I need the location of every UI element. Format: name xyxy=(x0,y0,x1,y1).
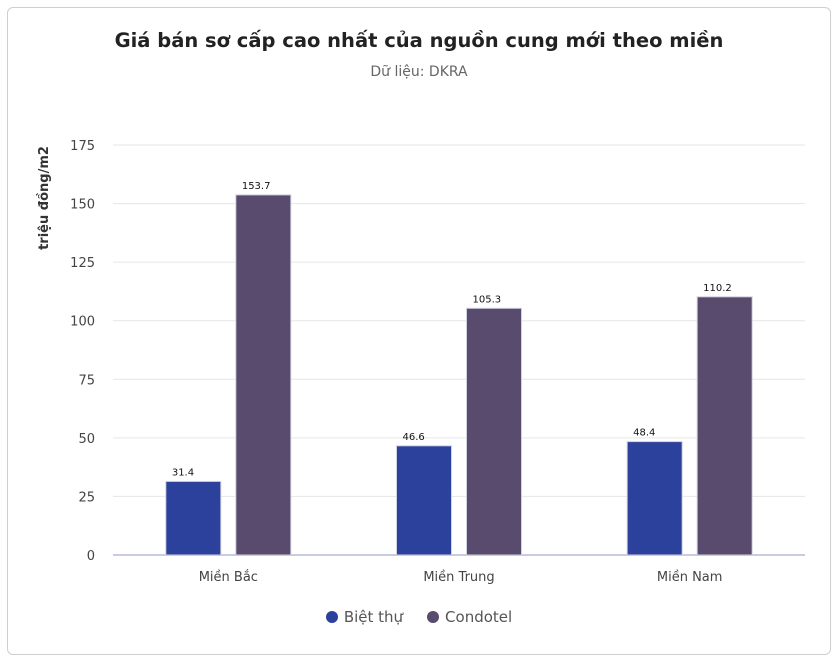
data-label: 110.2 xyxy=(703,283,732,294)
y-tick-label: 75 xyxy=(78,373,95,388)
bar[interactable] xyxy=(396,445,452,556)
bar[interactable] xyxy=(165,480,222,556)
data-label: 31.4 xyxy=(172,467,194,478)
y-axis-label: triệu đồng/m2 xyxy=(37,146,52,250)
legend: Biệt thự Condotel xyxy=(0,608,838,626)
data-label: 48.4 xyxy=(633,428,655,439)
y-tick-label: 0 xyxy=(87,549,95,564)
x-tick-label: Miền Trung xyxy=(423,570,494,585)
y-tick-label: 100 xyxy=(70,315,95,330)
bar[interactable] xyxy=(235,194,292,556)
data-label: 46.6 xyxy=(403,432,425,443)
legend-item[interactable]: Biệt thự xyxy=(325,608,404,626)
legend-marker-icon xyxy=(427,611,440,623)
x-tick-label: Miền Nam xyxy=(657,570,723,585)
data-label: 105.3 xyxy=(473,294,502,305)
x-tick-label: Miền Bắc xyxy=(199,570,258,585)
y-tick-label: 125 xyxy=(70,256,95,271)
legend-item[interactable]: Condotel xyxy=(427,608,512,626)
legend-label: Condotel xyxy=(445,608,513,626)
legend-marker-icon xyxy=(325,611,338,623)
bar[interactable] xyxy=(696,296,753,556)
chart-title: Giá bán sơ cấp cao nhất của nguồn cung m… xyxy=(114,29,724,52)
data-label: 153.7 xyxy=(242,181,271,192)
y-tick-label: 175 xyxy=(70,139,95,154)
y-tick-label: 50 xyxy=(78,432,95,447)
legend-label: Biệt thự xyxy=(343,608,404,626)
bar[interactable] xyxy=(626,441,683,556)
y-tick-label: 25 xyxy=(78,490,95,505)
bar[interactable] xyxy=(466,307,522,556)
chart-subtitle: Dữ liệu: DKRA xyxy=(370,64,468,80)
y-tick-label: 150 xyxy=(70,198,95,213)
